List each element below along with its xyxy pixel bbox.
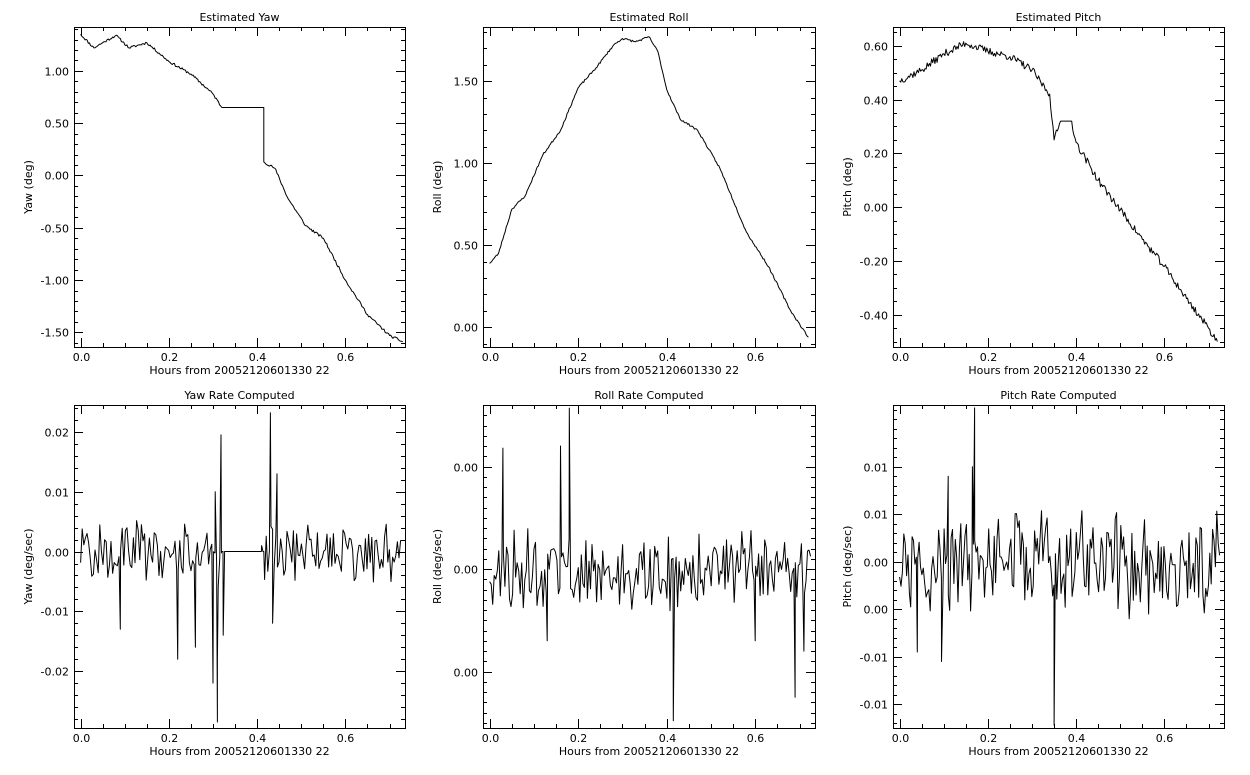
roll-rate-computed-x-tick-label: 0.6 [747,732,765,745]
roll-rate-computed-panel: 0.0 0.2 0.4 0.6 0.00 0.00 0.00 Roll Rate Comput… [431,389,816,758]
estimated-yaw-y-tick-label: -1.00 [41,275,69,288]
yaw-rate-computed-x-tick-label: 0.2 [161,732,179,745]
estimated-yaw-plot-frame [74,27,406,348]
estimated-pitch-y-tick-label: 0.60 [864,41,889,54]
roll-rate-computed-y-tick-label: 0.00 [454,564,479,577]
yaw-rate-computed-panel: 0.0 0.2 0.4 0.6 0.02 0.01 0.00 -0.01 -0.02 Yaw Ra… [22,389,406,758]
estimated-yaw-x-tick-label: 0.2 [161,351,179,364]
estimated-yaw-series-line [80,34,404,343]
roll-rate-computed-x-axis-label: Hours from 20052120601330 22 [559,745,739,758]
pitch-rate-computed-y-tick-label: 0.01 [864,462,889,475]
estimated-roll-y-tick-label: 0.50 [454,240,479,253]
estimated-roll-x-axis-label: Hours from 20052120601330 22 [559,364,739,377]
pitch-rate-computed-series-line [899,407,1221,726]
estimated-pitch-y-tick-label: 0.40 [864,95,889,108]
estimated-roll-title: Estimated Roll [609,11,688,24]
roll-rate-computed-x-tick-label: 0.2 [570,732,588,745]
estimated-yaw-x-tick-label: 0.4 [249,351,267,364]
estimated-pitch-y-tick-label: -0.20 [860,256,888,269]
estimated-pitch-y-tick-label: 0.20 [864,148,889,161]
yaw-rate-computed-series-line [80,412,402,723]
yaw-rate-computed-y-tick-label: 0.00 [45,547,70,560]
pitch-rate-computed-y-axis-label: Pitch (deg/sec) [841,526,854,608]
pitch-rate-computed-x-axis-label: Hours from 20052120601330 22 [968,745,1148,758]
estimated-roll-y-tick-label: 0.00 [454,322,479,335]
pitch-rate-computed-y-tick-label: 0.00 [864,557,889,570]
estimated-yaw-y-tick-label: -1.50 [41,327,69,340]
estimated-pitch-panel: 0.0 0.2 0.4 0.6 0.60 0.40 0.20 0.00 -0.20 -0.40 Es… [841,11,1225,377]
roll-rate-computed-x-tick-label: 0.0 [482,732,500,745]
estimated-yaw-x-tick-label: 0.0 [73,351,91,364]
estimated-yaw-y-axis-label: Yaw (deg) [22,160,35,215]
estimated-roll-panel: 0.0 0.2 0.4 0.6 1.50 1.00 0.50 0.00 Estimated Ro… [431,11,816,377]
estimated-pitch-x-tick-label: 0.2 [980,351,998,364]
estimated-pitch-minor-ticks [893,27,1224,347]
estimated-pitch-series-line [899,41,1218,342]
estimated-yaw-y-tick-label: 1.00 [45,66,70,79]
roll-rate-computed-series-line [489,407,812,722]
yaw-rate-computed-title: Yaw Rate Computed [183,389,294,402]
roll-rate-computed-y-axis-label: Roll (deg/sec) [431,529,444,604]
estimated-roll-minor-ticks [483,27,815,347]
estimated-yaw-y-tick-label: -0.50 [41,223,69,236]
yaw-rate-computed-y-tick-label: -0.02 [41,666,69,679]
yaw-rate-computed-x-tick-label: 0.6 [337,732,355,745]
estimated-pitch-y-axis-label: Pitch (deg) [841,157,854,217]
pitch-rate-computed-y-tick-label: 0.00 [864,604,889,617]
estimated-pitch-x-tick-label: 0.6 [1156,351,1174,364]
pitch-rate-computed-title: Pitch Rate Computed [1000,389,1116,402]
estimated-roll-y-axis-label: Roll (deg) [431,161,444,214]
estimated-pitch-x-tick-label: 0.4 [1068,351,1086,364]
estimated-yaw-y-tick-label: 0.50 [45,118,70,131]
estimated-roll-x-tick-label: 0.6 [747,351,765,364]
roll-rate-computed-title: Roll Rate Computed [594,389,703,402]
yaw-rate-computed-y-tick-label: 0.01 [45,487,70,500]
yaw-rate-computed-x-tick-label: 0.4 [249,732,267,745]
pitch-rate-computed-x-tick-label: 0.0 [892,732,910,745]
estimated-pitch-x-tick-label: 0.0 [892,351,910,364]
pitch-rate-computed-x-tick-label: 0.4 [1068,732,1086,745]
pitch-rate-computed-plot-frame [893,405,1225,729]
yaw-rate-computed-x-axis-label: Hours from 20052120601330 22 [149,745,329,758]
estimated-yaw-minor-ticks [74,27,405,347]
estimated-yaw-y-tick-label: 0.00 [45,170,70,183]
yaw-rate-computed-plot-frame [74,405,406,729]
pitch-rate-computed-y-tick-label: 0.01 [864,509,889,522]
estimated-pitch-plot-frame [893,27,1225,348]
estimated-pitch-y-tick-label: -0.40 [860,310,888,323]
estimated-roll-series-line [489,36,809,338]
estimated-roll-y-tick-label: 1.50 [454,76,479,89]
estimated-roll-plot-frame [483,27,816,348]
estimated-yaw-panel: 0.0 0.2 0.4 0.6 1.00 0.50 0.00 -0.50 -1.00 -1.50 E… [22,11,406,377]
estimated-yaw-title: Estimated Yaw [199,11,279,24]
pitch-rate-computed-x-tick-label: 0.6 [1156,732,1174,745]
estimated-pitch-title: Estimated Pitch [1016,11,1102,24]
estimated-roll-y-tick-label: 1.00 [454,158,479,171]
roll-rate-computed-y-tick-label: 0.00 [454,462,479,475]
roll-rate-computed-plot-frame [483,405,816,729]
estimated-pitch-y-tick-label: 0.00 [864,202,889,215]
yaw-rate-computed-y-tick-label: -0.01 [41,606,69,619]
estimated-roll-x-tick-label: 0.4 [659,351,677,364]
yaw-rate-computed-y-tick-label: 0.02 [45,427,70,440]
roll-rate-computed-y-tick-label: 0.00 [454,667,479,680]
pitch-rate-computed-y-tick-label: -0.01 [860,652,888,665]
yaw-rate-computed-minor-ticks [74,405,405,728]
roll-rate-computed-x-tick-label: 0.4 [659,732,677,745]
yaw-rate-computed-x-tick-label: 0.0 [73,732,91,745]
pitch-rate-computed-x-tick-label: 0.2 [980,732,998,745]
pitch-rate-computed-panel: 0.0 0.2 0.4 0.6 0.01 0.01 0.00 0.00 -0.01 -0.01 Pi… [841,389,1225,758]
yaw-rate-computed-y-axis-label: Yaw (deg/sec) [22,528,35,605]
estimated-roll-x-tick-label: 0.0 [482,351,500,364]
estimated-pitch-x-axis-label: Hours from 20052120601330 22 [968,364,1148,377]
pitch-rate-computed-y-tick-label: -0.01 [860,699,888,712]
estimated-roll-x-tick-label: 0.2 [570,351,588,364]
estimated-yaw-x-axis-label: Hours from 20052120601330 22 [149,364,329,377]
estimated-yaw-x-tick-label: 0.6 [337,351,355,364]
